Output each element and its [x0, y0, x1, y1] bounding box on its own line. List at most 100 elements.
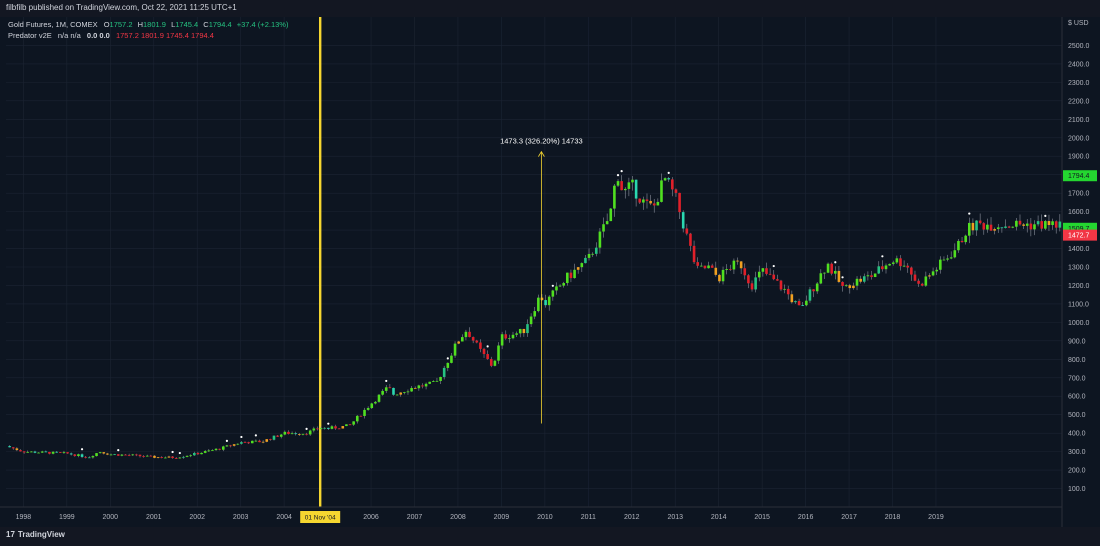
candle[interactable] [739, 261, 743, 269]
candle[interactable] [370, 403, 374, 409]
candle[interactable] [573, 269, 576, 279]
candle[interactable] [337, 428, 341, 430]
candle[interactable] [287, 431, 290, 434]
candle[interactable] [185, 455, 189, 457]
candle[interactable] [681, 212, 685, 229]
candle[interactable] [120, 454, 124, 456]
candle[interactable] [533, 311, 537, 317]
candle[interactable] [993, 229, 996, 231]
time-axis[interactable]: 1998 1999 2000 2001 2002 2003 2004 2006 2007 2008… [0, 506, 1062, 523]
candle[interactable] [8, 446, 11, 448]
candle[interactable] [620, 181, 623, 191]
candle[interactable] [642, 199, 645, 203]
candle[interactable] [442, 367, 446, 377]
candle[interactable] [696, 262, 699, 266]
candle[interactable] [207, 450, 211, 452]
candle[interactable] [924, 276, 928, 286]
candle[interactable] [939, 259, 942, 270]
candle[interactable] [569, 272, 573, 279]
candle[interactable] [547, 296, 551, 306]
candle[interactable] [265, 439, 269, 442]
candle[interactable] [15, 448, 19, 451]
candle[interactable] [308, 430, 312, 435]
candle[interactable] [779, 280, 783, 290]
candle[interactable] [942, 259, 946, 261]
candle[interactable] [160, 457, 164, 458]
candle[interactable] [511, 334, 515, 339]
candle[interactable] [580, 263, 584, 268]
candle[interactable] [19, 450, 22, 452]
candle[interactable] [953, 250, 957, 258]
candle[interactable] [1040, 221, 1044, 229]
candle[interactable] [348, 424, 352, 426]
candle[interactable] [424, 383, 428, 387]
candle[interactable] [113, 454, 116, 456]
candle[interactable] [446, 362, 450, 368]
candle[interactable] [920, 283, 924, 286]
candle[interactable] [138, 454, 142, 457]
candle[interactable] [765, 268, 768, 274]
candle[interactable] [236, 443, 240, 445]
candle[interactable] [26, 451, 30, 453]
candle[interactable] [51, 451, 55, 454]
candle[interactable] [967, 222, 971, 236]
candle[interactable] [649, 200, 652, 204]
candle[interactable] [98, 452, 102, 454]
candle[interactable] [171, 456, 174, 459]
candle[interactable] [156, 457, 160, 458]
candle[interactable] [294, 433, 298, 435]
candle[interactable] [823, 272, 826, 274]
candle[interactable] [500, 334, 504, 346]
candle[interactable] [971, 222, 975, 231]
candle[interactable] [627, 182, 631, 189]
candle[interactable] [558, 285, 562, 287]
candle[interactable] [1022, 224, 1025, 226]
candle[interactable] [891, 262, 895, 264]
candle[interactable] [283, 431, 287, 435]
candle[interactable] [761, 268, 765, 272]
candle[interactable] [298, 434, 301, 435]
candle[interactable] [855, 278, 859, 286]
candle[interactable] [700, 265, 703, 267]
candle[interactable] [841, 281, 844, 286]
candle[interactable] [584, 257, 587, 264]
candle[interactable] [30, 451, 33, 453]
candle[interactable] [707, 265, 710, 269]
candle[interactable] [772, 274, 776, 280]
candle[interactable] [457, 341, 460, 344]
candle[interactable] [44, 451, 48, 453]
candle[interactable] [1047, 221, 1051, 226]
candle[interactable] [95, 453, 98, 457]
candle[interactable] [489, 359, 493, 366]
candle[interactable] [109, 454, 113, 456]
candle[interactable] [522, 328, 526, 334]
candle[interactable] [80, 454, 84, 457]
candle[interactable] [638, 198, 642, 203]
candle[interactable] [316, 428, 319, 430]
candle[interactable] [812, 289, 815, 292]
candle[interactable] [384, 387, 388, 391]
candle[interactable] [794, 301, 797, 303]
candle[interactable] [377, 394, 381, 402]
candle[interactable] [602, 224, 605, 232]
candle[interactable] [225, 445, 229, 447]
candle[interactable] [1051, 221, 1054, 226]
candle[interactable] [917, 280, 920, 284]
candle[interactable] [439, 376, 442, 381]
candle[interactable] [949, 257, 953, 259]
candle[interactable] [468, 331, 471, 338]
candle[interactable] [551, 290, 555, 297]
candle[interactable] [261, 441, 265, 443]
candle[interactable] [124, 454, 127, 456]
candle[interactable] [290, 433, 294, 435]
candle[interactable] [55, 451, 58, 453]
candle[interactable] [475, 340, 479, 343]
candle[interactable] [736, 260, 739, 262]
candle[interactable] [946, 258, 949, 260]
candle[interactable] [91, 456, 95, 458]
candle[interactable] [84, 456, 87, 458]
candle[interactable] [1018, 220, 1022, 225]
candle[interactable] [692, 245, 696, 263]
candle[interactable] [40, 451, 44, 453]
candle[interactable] [1011, 226, 1015, 228]
